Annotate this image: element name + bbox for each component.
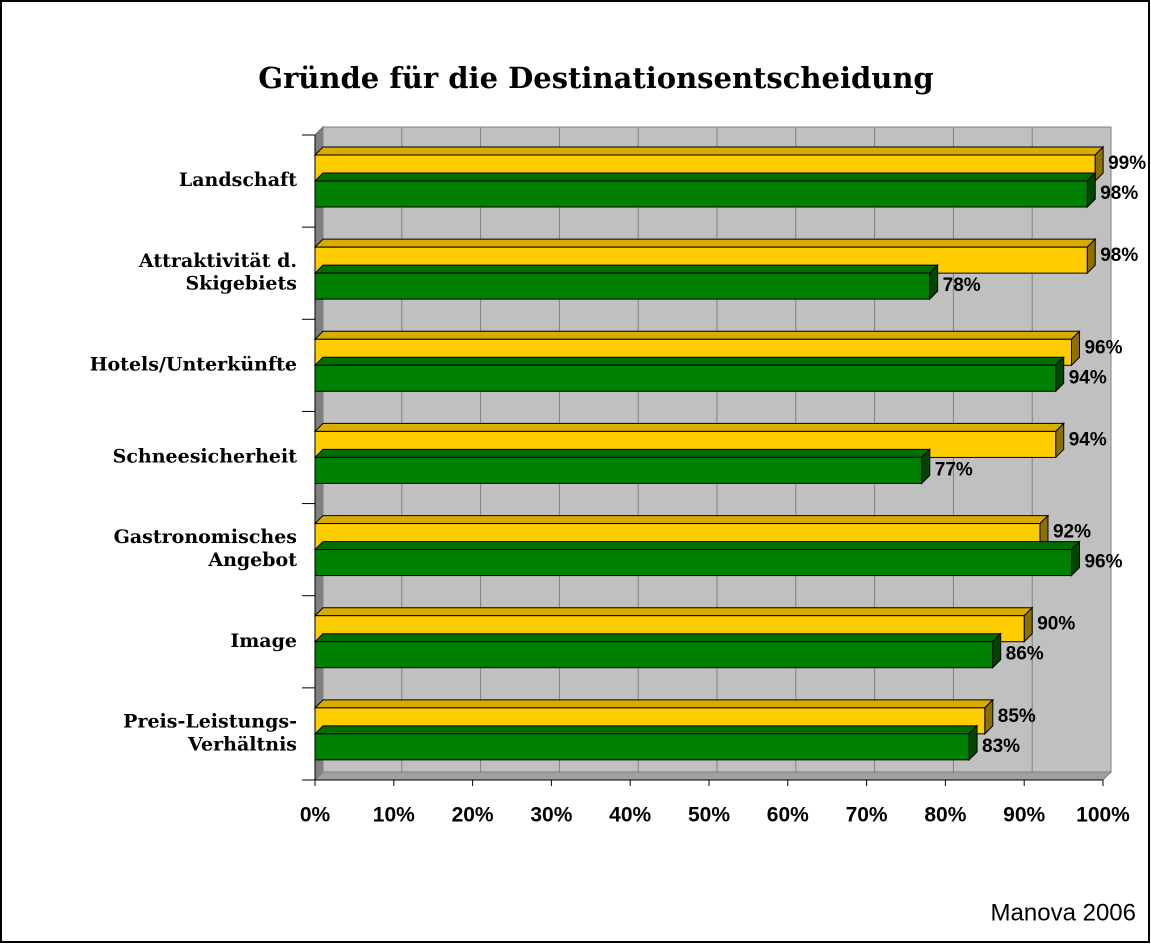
- value-label: 77%: [935, 459, 973, 480]
- bar: [314, 272, 931, 300]
- bar-top: [313, 448, 931, 458]
- bar: [314, 180, 1088, 208]
- y-tick-label: Landschaft: [179, 169, 297, 191]
- x-tick-label: 0%: [300, 804, 331, 827]
- bar: [314, 549, 1072, 577]
- x-tick-label: 80%: [924, 804, 966, 827]
- y-tick-label: Preis-Leistungs-Verhältnis: [123, 711, 297, 756]
- floor: [313, 771, 1113, 781]
- value-label: 78%: [943, 275, 981, 296]
- value-label: 92%: [1053, 522, 1091, 543]
- x-tick-label: 50%: [688, 804, 730, 827]
- bar-top: [313, 238, 1097, 248]
- x-tick-label: 60%: [767, 804, 809, 827]
- y-tick-label: Image: [230, 630, 297, 652]
- x-tick-label: 20%: [452, 804, 494, 827]
- x-tick-label: 30%: [530, 804, 572, 827]
- x-tick-label: 90%: [1003, 804, 1045, 827]
- bar-top: [313, 422, 1065, 432]
- bar-top: [313, 725, 979, 735]
- source-note: Manova 2006: [991, 899, 1136, 926]
- value-label: 86%: [1006, 644, 1044, 665]
- x-tick-label: 70%: [846, 804, 888, 827]
- bar-top: [313, 146, 1105, 156]
- x-tick-label: 10%: [373, 804, 415, 827]
- y-tick-label: Hotels/Unterkünfte: [90, 353, 297, 375]
- bar-top: [313, 356, 1065, 366]
- bar-top: [313, 607, 1034, 617]
- value-label: 99%: [1108, 153, 1146, 174]
- bar-top: [313, 541, 1081, 551]
- bar-top: [313, 515, 1050, 525]
- x-tick-label: 100%: [1076, 804, 1130, 827]
- bar-top: [313, 172, 1097, 182]
- bar: [314, 364, 1057, 392]
- value-label: 98%: [1100, 183, 1138, 204]
- value-label: 96%: [1084, 337, 1122, 358]
- value-label: 98%: [1100, 245, 1138, 266]
- value-label: 94%: [1069, 367, 1107, 388]
- bar-top: [313, 330, 1081, 340]
- y-tick-label: Attraktivität d. Skigebiets: [138, 250, 297, 295]
- chart-title: Gründe für die Destinationsentscheidung: [258, 61, 933, 95]
- bar: [314, 456, 923, 484]
- y-tick-label: Gastronomisches Angebot: [114, 526, 298, 571]
- value-label: 85%: [998, 706, 1036, 727]
- bar: [314, 733, 970, 761]
- x-tick-label: 40%: [609, 804, 651, 827]
- y-tick-label: Schneesicherheit: [113, 446, 298, 468]
- value-label: 90%: [1037, 614, 1075, 635]
- value-label: 83%: [982, 736, 1020, 757]
- value-label: 94%: [1069, 429, 1107, 450]
- value-label: 96%: [1084, 552, 1122, 573]
- bar-top: [313, 699, 995, 709]
- bar-top: [313, 264, 939, 274]
- bar-top: [313, 633, 1002, 643]
- bar: [314, 641, 994, 669]
